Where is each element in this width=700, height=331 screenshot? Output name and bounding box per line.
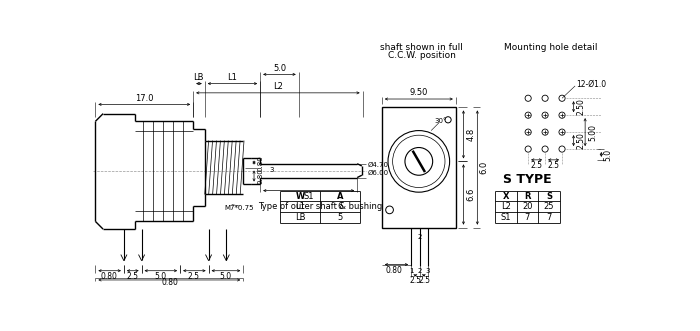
Circle shape [393, 135, 445, 188]
Text: shaft shown in full: shaft shown in full [381, 43, 463, 52]
Text: 2.5: 2.5 [410, 276, 421, 285]
Text: Mounting hole detail: Mounting hole detail [505, 43, 598, 52]
Text: S: S [546, 192, 552, 201]
Text: L2: L2 [273, 82, 283, 91]
Text: 25: 25 [544, 202, 554, 211]
Circle shape [525, 112, 531, 118]
Text: A: A [337, 192, 344, 201]
Text: 2: 2 [417, 268, 422, 274]
Text: R: R [524, 192, 531, 201]
Circle shape [405, 148, 433, 175]
Circle shape [445, 117, 451, 123]
Text: 2.5: 2.5 [188, 272, 200, 281]
Text: 30°: 30° [434, 118, 447, 124]
Text: 3: 3 [426, 268, 430, 274]
Text: 2.5: 2.5 [418, 276, 430, 285]
Circle shape [542, 146, 548, 152]
Text: 0.80: 0.80 [162, 278, 178, 287]
Text: 5: 5 [337, 213, 343, 222]
Text: 3: 3 [270, 167, 274, 173]
Text: 2.50: 2.50 [577, 132, 586, 149]
Text: 6.6: 6.6 [467, 188, 476, 201]
Text: X: X [503, 192, 509, 201]
Text: 7: 7 [546, 213, 552, 222]
Text: 17.0: 17.0 [134, 94, 153, 103]
Text: S1: S1 [500, 213, 511, 222]
Text: Ø6.00: Ø6.00 [368, 170, 389, 176]
Text: M7*0.75: M7*0.75 [225, 205, 254, 211]
Text: 12-Ø1.0: 12-Ø1.0 [576, 80, 606, 89]
Bar [382, 108, 456, 228]
Text: 2.5: 2.5 [547, 161, 559, 170]
Text: 6: 6 [337, 202, 343, 211]
Text: 7: 7 [525, 213, 530, 222]
Text: S TYPE: S TYPE [503, 173, 552, 186]
Text: Type of outer shaft & bushing: Type of outer shaft & bushing [258, 202, 382, 211]
Text: 2: 2 [417, 234, 422, 240]
Text: 0.80: 0.80 [257, 155, 263, 171]
Circle shape [542, 129, 548, 135]
Text: 20: 20 [522, 202, 533, 211]
Text: LB: LB [295, 213, 305, 222]
Text: 5.00: 5.00 [588, 123, 597, 141]
Circle shape [525, 95, 531, 101]
Circle shape [525, 146, 531, 152]
Circle shape [559, 146, 565, 152]
Text: L1: L1 [295, 202, 305, 211]
Text: S1: S1 [304, 192, 314, 201]
Text: LB: LB [193, 73, 204, 82]
Circle shape [525, 129, 531, 135]
Text: 0.80: 0.80 [386, 266, 402, 275]
Text: 9.50: 9.50 [410, 88, 428, 97]
Circle shape [388, 131, 449, 192]
Circle shape [559, 112, 565, 118]
Circle shape [559, 95, 565, 101]
Circle shape [542, 95, 548, 101]
Text: L1: L1 [228, 73, 237, 82]
Text: 5.0: 5.0 [603, 148, 612, 161]
Circle shape [559, 129, 565, 135]
Circle shape [386, 206, 393, 214]
Circle shape [542, 112, 548, 118]
Text: 0.80: 0.80 [257, 168, 263, 184]
Text: 5.0: 5.0 [155, 272, 167, 281]
Text: 2.5: 2.5 [531, 161, 542, 170]
Text: 5.0: 5.0 [220, 272, 232, 281]
Text: 2.5: 2.5 [127, 272, 139, 281]
Text: 2.50: 2.50 [577, 98, 586, 115]
Text: 6.0: 6.0 [480, 161, 489, 174]
Text: C.C.W. position: C.C.W. position [388, 51, 456, 60]
Text: 4.8: 4.8 [467, 128, 476, 141]
Text: L2: L2 [501, 202, 511, 211]
Text: 0.80: 0.80 [101, 272, 118, 281]
Text: Ø4.70: Ø4.70 [368, 162, 389, 168]
Text: W: W [295, 192, 305, 201]
Text: 5.0: 5.0 [273, 64, 286, 73]
Text: 1: 1 [409, 268, 414, 274]
